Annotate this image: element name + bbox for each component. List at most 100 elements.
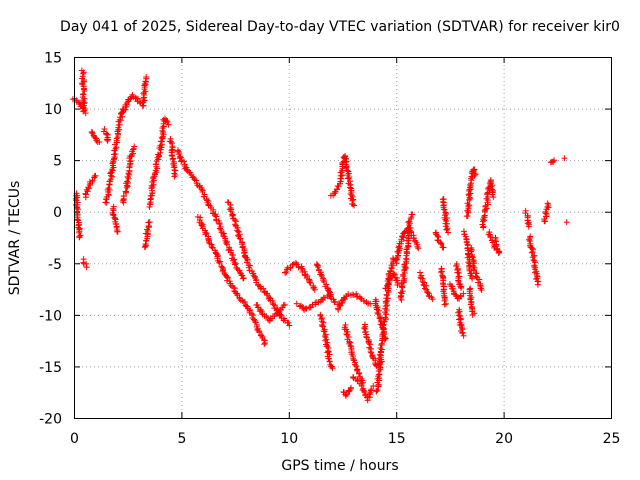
data-point	[325, 348, 332, 355]
data-point	[478, 287, 485, 294]
data-point	[109, 167, 116, 174]
data-point	[158, 134, 165, 141]
data-point	[529, 248, 536, 255]
data-point	[83, 260, 90, 267]
data-point	[391, 271, 398, 278]
data-point	[394, 282, 401, 289]
data-point	[171, 173, 178, 180]
data-point	[117, 117, 124, 124]
data-point	[323, 336, 330, 343]
data-point	[169, 152, 176, 159]
data-point	[163, 117, 170, 124]
data-point	[124, 179, 131, 186]
data-point	[130, 146, 137, 153]
data-point	[286, 322, 293, 329]
data-point	[346, 184, 353, 191]
data-point	[113, 135, 120, 142]
data-point	[143, 73, 150, 80]
y-axis-tick-labels: 15 10 5 0 -5 -10 -15 -20	[39, 51, 62, 428]
data-point	[146, 219, 153, 226]
data-point	[465, 259, 472, 266]
data-point	[360, 297, 367, 304]
data-point	[437, 269, 444, 276]
data-point	[377, 345, 384, 352]
data-point	[495, 250, 502, 257]
data-point	[488, 183, 495, 190]
data-point	[544, 200, 551, 207]
data-point	[468, 248, 475, 255]
data-point	[245, 264, 252, 271]
data-point	[285, 319, 292, 326]
data-point	[363, 333, 370, 340]
data-point	[156, 152, 163, 159]
data-point	[563, 219, 570, 226]
data-point	[118, 110, 125, 117]
data-point	[452, 291, 459, 298]
data-point	[383, 307, 390, 314]
data-point	[459, 329, 466, 336]
data-point	[443, 226, 450, 233]
data-point	[534, 281, 541, 288]
data-point	[524, 220, 531, 227]
data-point	[220, 230, 227, 237]
data-point	[415, 245, 422, 252]
data-point	[235, 232, 242, 239]
data-point	[464, 200, 471, 207]
data-point	[237, 235, 244, 242]
data-point	[384, 298, 391, 305]
data-point	[80, 259, 87, 266]
data-point	[114, 228, 121, 235]
data-point	[528, 249, 535, 256]
data-point	[111, 154, 118, 161]
data-point	[469, 311, 476, 318]
data-point	[401, 275, 408, 282]
data-point	[441, 301, 448, 308]
data-point	[492, 237, 499, 244]
data-point	[93, 137, 100, 144]
data-point	[338, 175, 345, 182]
data-point	[177, 154, 184, 161]
data-point	[414, 243, 421, 250]
data-point	[350, 375, 357, 382]
data-point	[345, 291, 352, 298]
data-point	[377, 359, 384, 366]
data-point	[551, 157, 558, 164]
data-point	[131, 143, 138, 150]
data-point	[429, 296, 436, 303]
data-point	[85, 185, 92, 192]
data-point	[325, 355, 332, 362]
data-point	[140, 95, 147, 102]
data-point	[81, 99, 88, 106]
data-point	[192, 177, 199, 184]
data-point	[376, 371, 383, 378]
data-point	[266, 294, 273, 301]
x-axis-label: GPS time / hours	[281, 458, 398, 474]
data-point	[151, 170, 158, 177]
data-point	[421, 285, 428, 292]
x-tick-label: 25	[603, 431, 621, 447]
data-point	[216, 225, 223, 232]
y-tick-label: 10	[44, 102, 62, 118]
data-point	[424, 289, 431, 296]
data-point	[303, 305, 310, 312]
data-point	[402, 264, 409, 271]
chart-title: Day 041 of 2025, Sidereal Day-to-day VTE…	[60, 19, 620, 35]
data-point	[441, 206, 448, 213]
data-point	[469, 253, 476, 260]
data-point	[374, 387, 381, 394]
data-point	[105, 185, 112, 192]
data-point	[367, 300, 374, 307]
data-point	[542, 208, 549, 215]
data-point	[296, 303, 303, 310]
data-point	[355, 370, 362, 377]
data-point	[342, 155, 349, 162]
data-point	[445, 229, 452, 236]
data-point	[455, 309, 462, 316]
data-point	[375, 368, 382, 375]
data-point	[223, 239, 230, 246]
data-point	[395, 250, 402, 257]
x-tick-label: 10	[280, 431, 298, 447]
data-point	[374, 309, 381, 316]
data-point	[402, 255, 409, 262]
